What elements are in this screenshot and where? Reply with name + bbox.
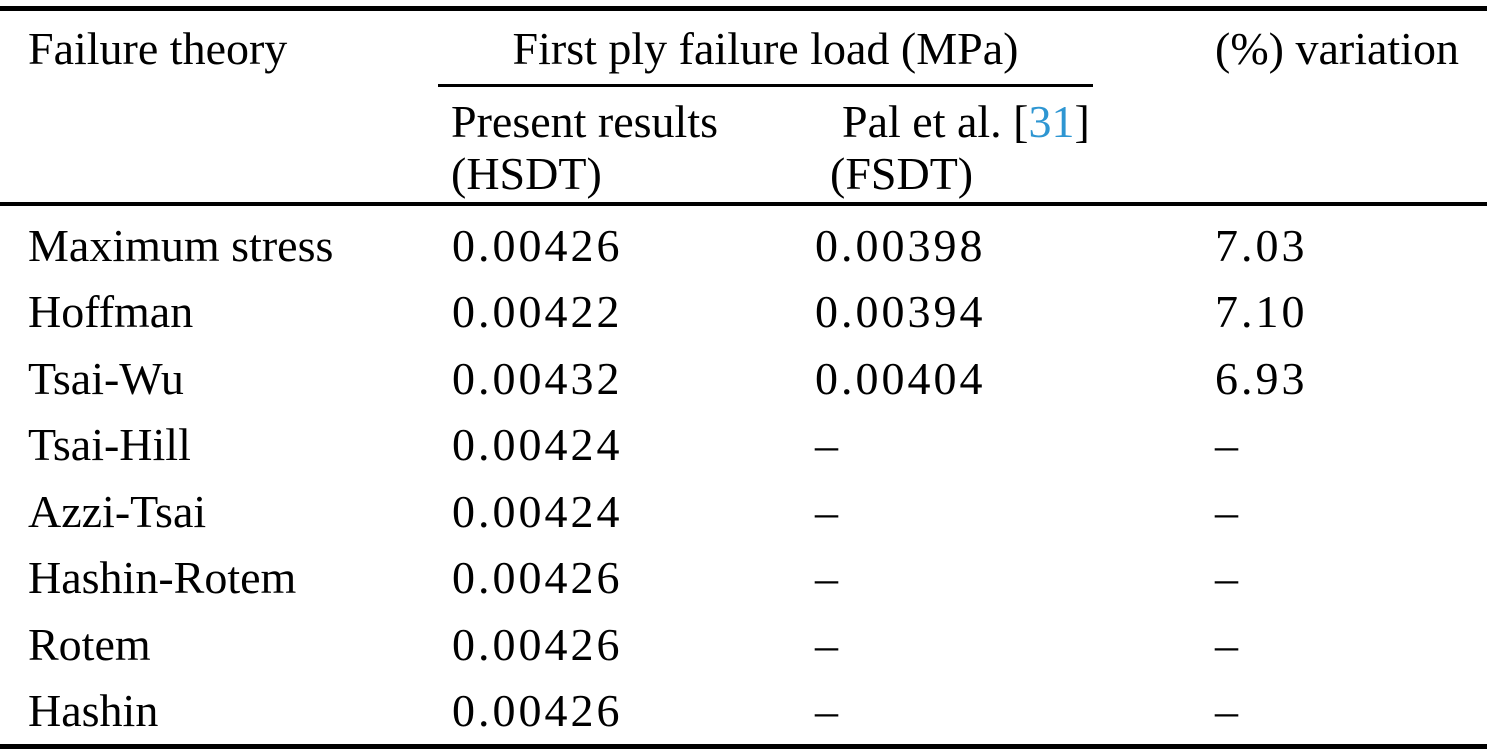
pal-et-al-bracket-close: ] bbox=[1074, 96, 1090, 147]
reference-value-cell: 0.00394 bbox=[815, 286, 986, 338]
table-top-rule bbox=[0, 6, 1487, 11]
theory-cell: Azzi-Tsai bbox=[28, 485, 207, 537]
variation-value-cell: 6.93 bbox=[1215, 352, 1308, 404]
reference-value-cell: – bbox=[815, 419, 841, 471]
present-value-cell: 0.00424 bbox=[452, 485, 623, 537]
variation-value-cell: – bbox=[1215, 552, 1241, 604]
reference-value-cell: 0.00398 bbox=[815, 219, 986, 271]
table-body: Maximum stress 0.00426 0.00398 7.03 Hoff… bbox=[0, 212, 1487, 744]
pal-et-al-text: Pal et al. [ bbox=[842, 96, 1029, 147]
theory-cell: Tsai-Wu bbox=[28, 352, 184, 404]
table-bottom-rule bbox=[0, 744, 1487, 749]
reference-value-cell: 0.00404 bbox=[815, 352, 986, 404]
subheader-pal-et-al-line1: Pal et al. [31] bbox=[830, 96, 1090, 148]
theory-cell: Hashin bbox=[28, 685, 159, 737]
present-value-cell: 0.00422 bbox=[452, 286, 623, 338]
subheader-present-results-line1: Present results bbox=[451, 96, 719, 147]
variation-value-cell: 7.10 bbox=[1215, 286, 1308, 338]
theory-cell: Rotem bbox=[28, 618, 151, 670]
column-group-header-first-ply-failure-load: First ply failure load (MPa) bbox=[438, 22, 1093, 87]
theory-cell: Maximum stress bbox=[28, 219, 334, 271]
subheader-present-results: Present results (HSDT) bbox=[451, 96, 718, 200]
reference-value-cell: – bbox=[815, 552, 841, 604]
column-header-failure-theory: Failure theory bbox=[28, 23, 288, 74]
subheader-pal-et-al: Pal et al. [31] (FSDT) bbox=[830, 96, 1090, 200]
variation-value-cell: – bbox=[1215, 618, 1241, 670]
citation-link-31[interactable]: 31 bbox=[1028, 96, 1075, 147]
present-value-cell: 0.00426 bbox=[452, 219, 623, 271]
present-value-cell: 0.00426 bbox=[452, 685, 623, 737]
variation-value-cell: – bbox=[1215, 419, 1241, 471]
reference-value-cell: – bbox=[815, 685, 841, 737]
present-value-cell: 0.00426 bbox=[452, 618, 623, 670]
theory-cell: Hashin-Rotem bbox=[28, 552, 297, 604]
variation-value-cell: – bbox=[1215, 485, 1241, 537]
present-value-cell: 0.00432 bbox=[452, 352, 623, 404]
reference-value-cell: – bbox=[815, 485, 841, 537]
reference-value-cell: – bbox=[815, 618, 841, 670]
present-value-cell: 0.00426 bbox=[452, 552, 623, 604]
theory-cell: Tsai-Hill bbox=[28, 419, 191, 471]
variation-value-cell: – bbox=[1215, 685, 1241, 737]
column-header-percent-variation: (%) variation bbox=[1215, 23, 1459, 74]
table-header-separator-rule bbox=[0, 202, 1487, 206]
subheader-present-results-line2: (HSDT) bbox=[451, 148, 602, 199]
theory-cell: Hoffman bbox=[28, 286, 194, 338]
variation-value-cell: 7.03 bbox=[1215, 219, 1308, 271]
present-value-cell: 0.00424 bbox=[452, 419, 623, 471]
subheader-pal-et-al-line2: (FSDT) bbox=[830, 148, 974, 199]
